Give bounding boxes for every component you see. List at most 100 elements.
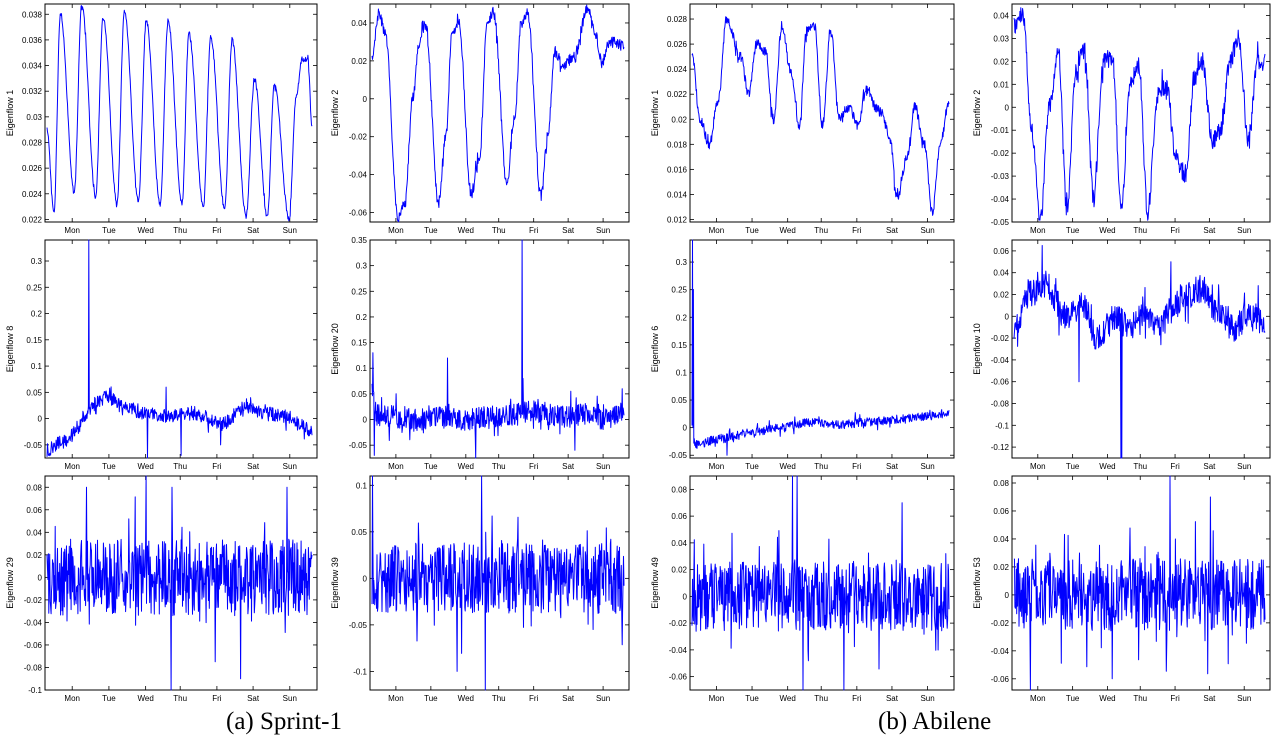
x-tick-label: Mon: [388, 694, 404, 703]
y-tick-label: 0.06: [671, 512, 687, 521]
y-tick-label: -0.04: [349, 171, 368, 180]
y-tick-label: -0.06: [991, 378, 1010, 387]
y-tick-label: 0.25: [671, 286, 687, 295]
y-axis-label: Eigenflow 10: [972, 323, 982, 375]
plot-frame: [1011, 475, 1271, 691]
y-tick-label: 0: [1005, 312, 1010, 321]
x-tick-label: Fri: [1170, 694, 1180, 703]
x-tick-label: Mon: [388, 462, 404, 471]
x-tick-label: Mon: [1030, 462, 1046, 471]
y-tick-label: 0.028: [22, 138, 43, 147]
x-tick-label: Tue: [424, 694, 438, 703]
y-tick-label: -0.03: [991, 172, 1010, 181]
y-tick-label: 0.08: [671, 485, 687, 494]
caption-sprint: (a) Sprint-1: [226, 708, 342, 735]
y-tick-label: 0.15: [671, 341, 687, 350]
y-tick-label: 0.15: [26, 336, 42, 345]
y-tick-label: 0.08: [26, 483, 42, 492]
x-tick-label: Tue: [102, 226, 116, 235]
y-tick-label: 0: [1005, 591, 1010, 600]
x-tick-label: Tue: [424, 462, 438, 471]
x-tick-label: Wed: [137, 694, 153, 703]
y-tick-label: 0.016: [667, 165, 688, 174]
series-line: [46, 475, 313, 691]
y-tick-label: 0.02: [671, 566, 687, 575]
y-axis-label: Eigenflow 29: [5, 557, 15, 609]
panel-6: -0.05 0 0.05 0.1 0.15 0.2 0.25 0.3 0.35 Mon Tue Wed…: [330, 236, 630, 471]
x-tick-label: Sun: [596, 694, 610, 703]
plot-frame: [44, 475, 318, 691]
y-tick-label: 0.04: [671, 539, 687, 548]
x-tick-label: Fri: [529, 462, 539, 471]
y-tick-label: 0.1: [356, 481, 368, 490]
x-tick-label: Tue: [102, 694, 116, 703]
y-axis-label: Eigenflow 39: [330, 557, 340, 609]
x-tick-label: Sat: [247, 694, 260, 703]
x-tick-label: Fri: [852, 694, 862, 703]
x-tick-label: Sat: [562, 462, 575, 471]
y-tick-label: -0.02: [991, 619, 1010, 628]
series-line: [46, 5, 313, 222]
y-tick-label: 0.04: [993, 535, 1009, 544]
y-tick-label: 0.05: [26, 388, 42, 397]
x-tick-label: Wed: [780, 694, 796, 703]
y-tick-label: 0.2: [676, 313, 688, 322]
y-tick-label: -0.04: [24, 618, 43, 627]
y-tick-label: -0.05: [24, 441, 43, 450]
x-tick-label: Thu: [1133, 694, 1147, 703]
y-tick-label: -0.05: [349, 621, 368, 630]
y-tick-label: -0.06: [991, 675, 1010, 684]
x-tick-label: Fri: [212, 226, 222, 235]
x-tick-label: Sun: [283, 226, 297, 235]
y-axis-label: Eigenflow 6: [650, 326, 660, 373]
y-tick-label: -0.08: [991, 400, 1010, 409]
y-tick-label: 0.15: [351, 339, 367, 348]
series-line: [691, 239, 950, 456]
x-tick-label: Sun: [283, 694, 297, 703]
x-tick-label: Wed: [458, 694, 474, 703]
x-tick-label: Sat: [562, 694, 575, 703]
y-tick-label: -0.02: [349, 133, 368, 142]
x-tick-label: Tue: [1066, 694, 1080, 703]
y-axis-label: Eigenflow 2: [330, 90, 340, 137]
y-tick-label: 0: [38, 573, 43, 582]
x-tick-label: Thu: [1133, 226, 1147, 235]
x-tick-label: Mon: [64, 694, 80, 703]
x-tick-label: Sun: [283, 462, 297, 471]
x-tick-label: Sat: [562, 226, 575, 235]
y-tick-label: 0.04: [993, 11, 1009, 20]
x-tick-label: Sat: [247, 226, 260, 235]
y-axis-label: Eigenflow 53: [972, 557, 982, 609]
y-tick-label: 0.02: [671, 115, 687, 124]
x-tick-label: Mon: [64, 462, 80, 471]
y-tick-label: 0.1: [676, 368, 688, 377]
x-tick-label: Tue: [1066, 462, 1080, 471]
plot-frame: [689, 475, 955, 691]
y-tick-label: 0: [363, 95, 368, 104]
plot-frame: [1011, 3, 1271, 223]
y-tick-label: 0.024: [667, 65, 688, 74]
x-tick-label: Sat: [1203, 226, 1216, 235]
x-tick-label: Mon: [709, 226, 725, 235]
y-tick-label: 0.3: [676, 258, 688, 267]
y-tick-label: 0.25: [26, 283, 42, 292]
x-tick-label: Wed: [137, 226, 153, 235]
x-tick-label: Sun: [1237, 462, 1251, 471]
series-line: [1013, 7, 1266, 221]
y-tick-label: 0.032: [22, 87, 43, 96]
y-tick-label: 0.02: [993, 291, 1009, 300]
panel-7: -0.05 0 0.05 0.1 0.15 0.2 0.25 0.3 Mon Tue Wed Thu F…: [650, 239, 955, 471]
y-tick-label: 0.35: [351, 236, 367, 245]
series-line: [1013, 245, 1266, 459]
plot-frame: [369, 239, 630, 459]
x-tick-label: Tue: [102, 462, 116, 471]
y-tick-label: 0.014: [667, 190, 688, 199]
x-tick-label: Mon: [1030, 694, 1046, 703]
x-tick-label: Sun: [1237, 226, 1251, 235]
panel-5: -0.05 0 0.05 0.1 0.15 0.2 0.25 0.3 Mon Tue Wed Thu F…: [5, 239, 318, 471]
x-tick-label: Thu: [1133, 462, 1147, 471]
y-tick-label: -0.06: [349, 209, 368, 218]
y-tick-label: -0.06: [24, 641, 43, 650]
series-line: [371, 475, 625, 691]
